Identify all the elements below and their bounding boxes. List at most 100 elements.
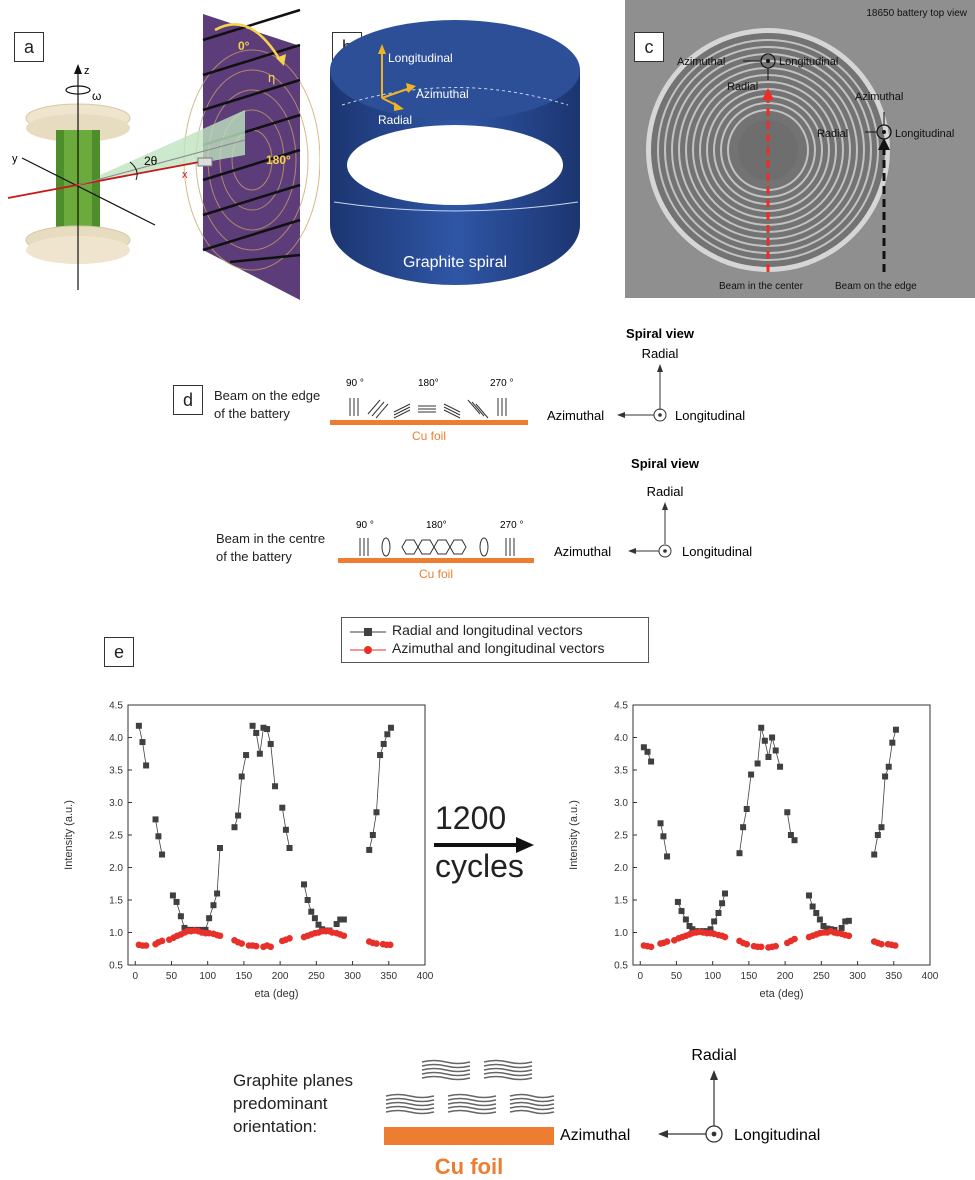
- series-2-point: [386, 941, 394, 949]
- series-1-point: [765, 754, 772, 760]
- d-row1-180: 180°: [418, 378, 439, 389]
- series-2-point: [142, 942, 150, 949]
- d-row2-desc-line2: of the battery: [216, 549, 292, 564]
- x-tick-label: 50: [671, 971, 683, 982]
- bottom-cu-foil: [384, 1127, 554, 1145]
- series-1-point: [384, 731, 391, 738]
- x-tick-label: 100: [704, 971, 721, 982]
- series-1-point: [889, 739, 896, 746]
- series-1-segment: [255, 732, 261, 754]
- d-row2-90: 90 °: [356, 520, 374, 531]
- y-tick-label: 3.5: [614, 766, 628, 777]
- longitudinal-right-label: Longitudinal: [895, 128, 954, 140]
- series-1-point: [809, 903, 816, 910]
- cycles-arrow: [434, 837, 534, 853]
- series-1-point: [337, 916, 344, 923]
- cylinder-inner-opening: [347, 125, 563, 205]
- series-2-point: [238, 940, 246, 947]
- series-1-point: [842, 918, 849, 925]
- series-1-point: [301, 881, 308, 888]
- y-tick-label: 1.5: [109, 896, 123, 907]
- x-axis-title: eta (deg): [759, 988, 803, 1000]
- x-tick-label: 400: [417, 971, 434, 982]
- y-tick-label: 0.5: [109, 961, 123, 972]
- d-row2-spiral-view: Spiral view Radial Azimuthal Longitudina…: [554, 456, 752, 559]
- d-row1-longitudinal: Longitudinal: [675, 408, 745, 423]
- beam-center-label: Beam in the center: [719, 281, 804, 292]
- series-1-point: [743, 806, 750, 812]
- d-row1-view-title: Spiral view: [626, 326, 695, 341]
- series-1-point: [315, 921, 322, 928]
- chart-legend: Radial and longitudinal vectors Azimutha…: [341, 617, 649, 663]
- series-1-point: [707, 926, 714, 933]
- series-1-point: [813, 910, 820, 916]
- series-1-point: [177, 913, 184, 920]
- series-1-point: [231, 824, 238, 831]
- x-tick-label: 0: [637, 971, 643, 982]
- series-1-point: [664, 853, 671, 860]
- series-1-segment: [663, 836, 668, 857]
- d-row1-desc-line2: of the battery: [214, 406, 290, 421]
- y-tick-label: 4.0: [614, 733, 628, 744]
- bottom-desc-line2: predominant: [233, 1094, 328, 1113]
- series-2-point: [373, 940, 380, 947]
- series-1-point: [838, 924, 845, 931]
- series-1-point: [845, 917, 852, 924]
- d-row1-schematic: 90 ° 180° 270 ° Cu foil: [330, 378, 528, 443]
- radial-top-label: Radial: [727, 81, 758, 93]
- series-1-segment: [259, 727, 264, 754]
- series-2-point: [216, 932, 224, 940]
- cycles-count-label: 1200: [435, 800, 507, 836]
- series-1-point: [640, 744, 647, 751]
- y-tick-label: 1.0: [614, 928, 628, 939]
- series-1-point: [806, 892, 813, 899]
- series-1-point: [304, 897, 311, 903]
- x-tick-label: 400: [922, 971, 939, 982]
- azimuthal-top-label: Azimuthal: [677, 56, 725, 68]
- cycles-word-label: cycles: [435, 848, 524, 884]
- series-1-point: [736, 850, 743, 857]
- series-1-segment: [372, 812, 377, 836]
- series-1-point: [387, 724, 394, 731]
- beam-edge-label: Beam on the edge: [835, 281, 917, 292]
- omega-label: ω: [92, 89, 101, 103]
- x-tick-label: 350: [885, 971, 902, 982]
- y-tick-label: 1.5: [614, 896, 628, 907]
- d-row2-azimuthal: Azimuthal: [554, 544, 611, 559]
- series-1-point: [777, 763, 784, 770]
- series-1-point: [308, 908, 315, 915]
- chart-after-cycling: 0 50 100 150 200 250 300 350 400 0.5 1.0 1.5 2.0 2.5 3…: [568, 701, 939, 1001]
- series-1-segment: [739, 827, 744, 854]
- y-tick-label: 4.0: [109, 733, 123, 744]
- series-1-segment: [757, 727, 762, 764]
- z-axis-label: z: [84, 65, 90, 77]
- eta-arc: [214, 23, 282, 61]
- series-1-point: [721, 890, 728, 897]
- series-1-point: [660, 833, 667, 840]
- series-1-point: [820, 923, 827, 929]
- series-2-point: [891, 942, 899, 949]
- panel-label-e: e: [104, 637, 134, 667]
- series-2-point: [743, 940, 751, 948]
- azimuthal-label: Azimuthal: [416, 87, 469, 101]
- y-tick-label: 3.0: [109, 798, 123, 809]
- series-1-segment: [376, 755, 381, 813]
- series-2-point: [757, 943, 765, 951]
- series-1-segment: [746, 774, 752, 810]
- series-2-point: [663, 938, 671, 945]
- series-1-point: [216, 845, 223, 851]
- d-row2-foil-label: Cu foil: [419, 567, 453, 581]
- series-2-point: [286, 935, 293, 942]
- detector-lines: [202, 8, 301, 264]
- bottom-radial-label: Radial: [691, 1047, 736, 1064]
- series-1-segment: [285, 829, 290, 849]
- azimuthal-vector: [381, 87, 411, 99]
- series-1-point: [369, 832, 376, 838]
- d-row1-desc-line1: Beam on the edge: [214, 388, 321, 403]
- series-1-point: [139, 739, 146, 746]
- x-axis-beam: [7, 159, 211, 199]
- series-1-segment: [241, 754, 247, 777]
- d-row1-270: 270 °: [490, 378, 513, 389]
- chart-before-cycling: 0 50 100 150 200 250 300 350 400 0.5 1.0 1.5 2.0 2.5 3…: [63, 701, 434, 1001]
- series-1-point: [256, 750, 263, 757]
